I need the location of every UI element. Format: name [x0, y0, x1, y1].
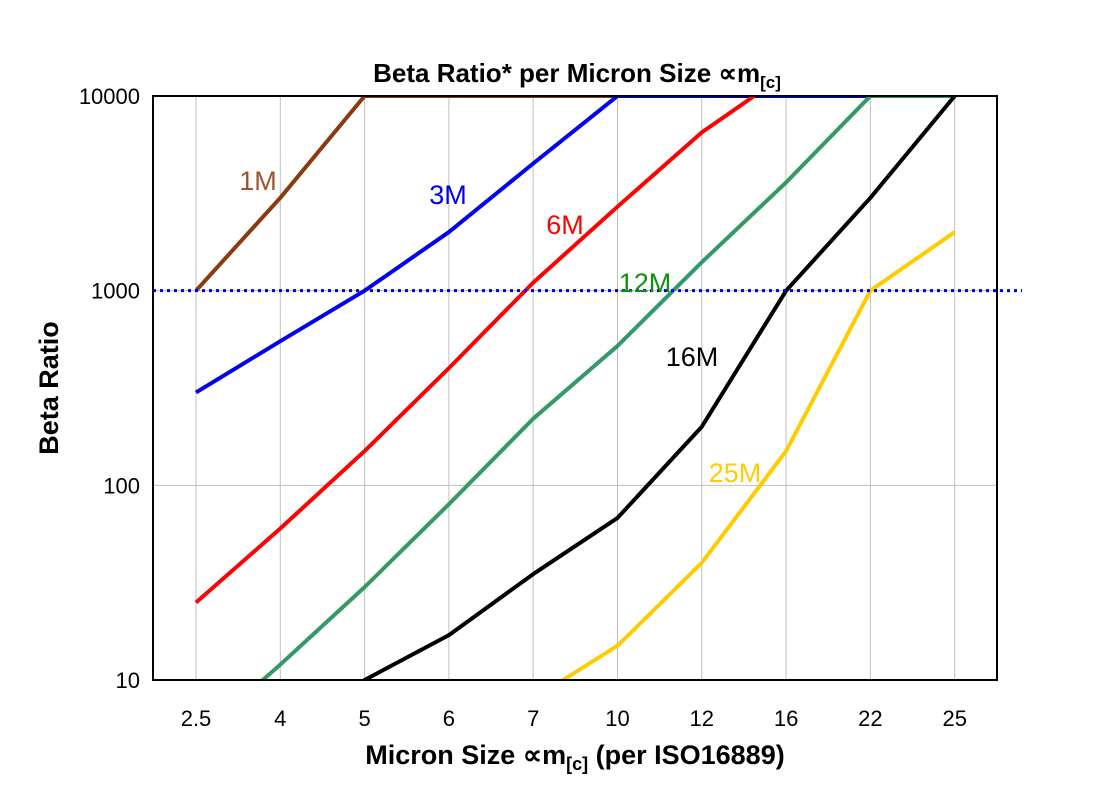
x-tick-label: 4 [274, 706, 286, 731]
x-tick-label: 5 [358, 706, 370, 731]
y-tick-label: 100 [103, 473, 140, 498]
chart-title: Beta Ratio* per Micron Size ∝m[c] [373, 58, 781, 92]
series-label-6M: 6M [546, 210, 584, 240]
x-axis-label: Micron Size ∝m[c] (per ISO16889) [365, 740, 784, 774]
x-tick-label: 7 [527, 706, 539, 731]
y-tick-label: 10 [116, 668, 140, 693]
gridlines [153, 95, 997, 681]
series-line-12M [259, 96, 955, 680]
series-line-3M [194, 96, 955, 395]
series-label-16M: 16M [666, 342, 719, 372]
series-line-6M [194, 96, 758, 605]
y-tick-labels: 10 100 1000 10000 [79, 84, 140, 693]
series-label-1M: 1M [239, 166, 277, 196]
y-tick-label: 1000 [91, 279, 140, 304]
y-tick-label: 10000 [79, 84, 140, 109]
y-axis-label: Beta Ratio [34, 321, 64, 455]
series-labels: 1M 3M 6M 12M 16M 25M [239, 166, 761, 488]
x-tick-label: 16 [774, 706, 798, 731]
series-lines [194, 96, 957, 680]
series-label-25M: 25M [709, 458, 762, 488]
x-tick-label: 10 [605, 706, 629, 731]
plot-frame [152, 95, 998, 681]
series-label-12M: 12M [619, 268, 672, 298]
series-label-3M: 3M [429, 180, 467, 210]
x-tick-label: 6 [443, 706, 455, 731]
x-tick-label: 22 [858, 706, 882, 731]
x-tick-label: 25 [942, 706, 966, 731]
series-line-25M [559, 230, 956, 680]
x-tick-label: 2.5 [181, 706, 212, 731]
series-line-16M [360, 96, 957, 680]
x-tick-labels: 2.5 4 5 6 7 10 12 16 22 25 [181, 706, 967, 731]
x-tick-label: 12 [690, 706, 714, 731]
series-line-1M [194, 96, 955, 293]
chart-title-subscript: [c] [760, 73, 781, 92]
